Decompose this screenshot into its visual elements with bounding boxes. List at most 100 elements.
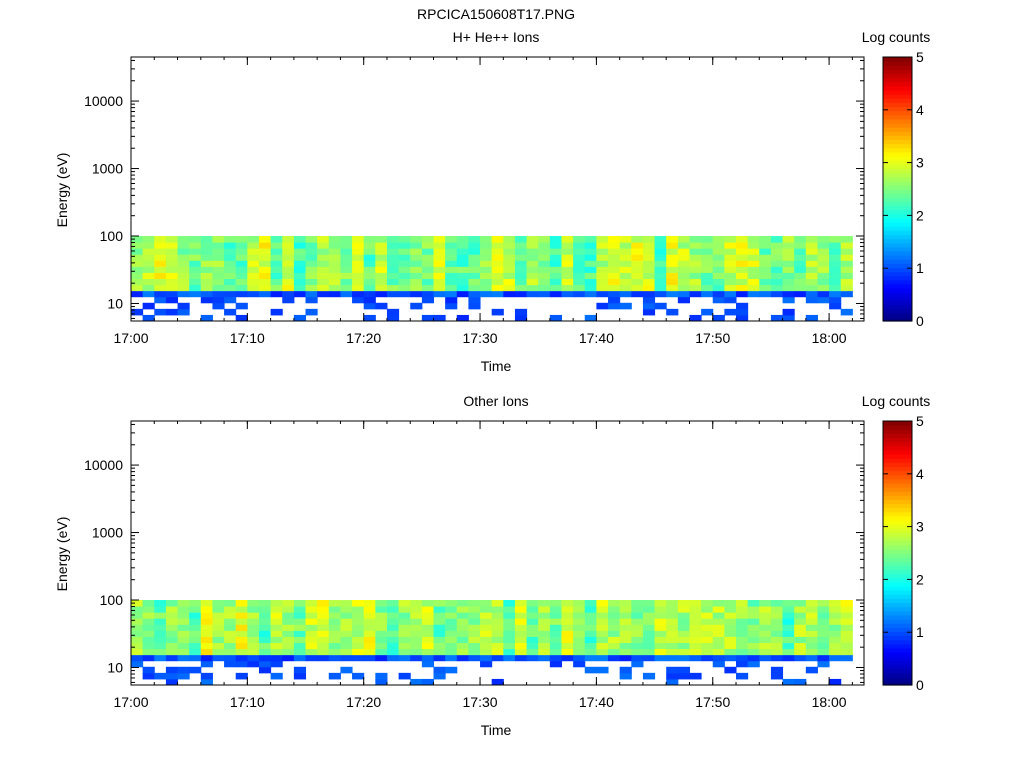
heatmap-cell [561, 654, 574, 662]
heatmap-cell [677, 242, 690, 249]
heatmap-cell [677, 672, 690, 680]
heatmap-cell [258, 278, 272, 286]
colorbar-segment [883, 127, 912, 132]
heatmap-cell [293, 284, 307, 292]
heatmap-cell [421, 272, 435, 280]
heatmap-cell [701, 308, 714, 316]
heatmap-cell [759, 654, 772, 662]
heatmap-cell [829, 242, 842, 249]
heatmap-cell [212, 606, 225, 613]
heatmap-cell [375, 266, 388, 273]
heatmap-cell [189, 600, 202, 607]
heatmap-cell [736, 266, 749, 273]
heatmap-cell [829, 606, 842, 613]
heatmap-cell [573, 248, 586, 255]
heatmap-cell [514, 308, 528, 316]
heatmap-cell [805, 624, 818, 631]
heatmap-cell [584, 236, 597, 243]
heatmap-cell [770, 600, 784, 607]
heatmap-cell [340, 284, 353, 292]
heatmap-cell [538, 600, 551, 607]
heatmap-cell [340, 260, 353, 267]
heatmap-cell [363, 600, 376, 607]
heatmap-cell [468, 630, 481, 637]
heatmap-cell [363, 648, 376, 656]
colorbar-segment [883, 209, 912, 215]
heatmap-cell [608, 654, 621, 662]
heatmap-cell [689, 654, 702, 662]
colorbar-segment [883, 106, 912, 112]
heatmap-cell [317, 630, 330, 637]
heatmap-cell [712, 660, 725, 668]
heatmap-cell [142, 636, 155, 644]
heatmap-cell [666, 618, 679, 625]
heatmap-cell [189, 254, 202, 261]
heatmap-cell [352, 248, 365, 255]
heatmap-cell [770, 278, 784, 286]
heatmap-cell [177, 630, 190, 637]
colorbar-segment [883, 312, 912, 318]
heatmap-cell [596, 260, 609, 267]
heatmap-cell [596, 636, 609, 644]
heatmap-cell [224, 642, 237, 650]
x-tick-label: 17:30 [463, 694, 498, 710]
heatmap-cell [293, 630, 307, 637]
heatmap-cell [456, 266, 469, 273]
heatmap-cell [445, 272, 458, 280]
heatmap-cell [340, 630, 353, 637]
heatmap-cell [747, 272, 760, 280]
heatmap-cells [131, 600, 853, 686]
heatmap-cell [677, 290, 690, 298]
heatmap-cell [247, 660, 260, 668]
heatmap-cell [712, 314, 725, 322]
heatmap-cell [724, 648, 737, 656]
heatmap-cell [131, 260, 144, 267]
heatmap-cell [770, 666, 784, 674]
heatmap-cell [817, 296, 830, 304]
heatmap-cell [596, 666, 609, 674]
heatmap-cell [258, 636, 272, 644]
colorbar-segment [883, 242, 912, 248]
heatmap-cell [421, 248, 435, 255]
heatmap-cell [503, 290, 516, 298]
heatmap-cell [235, 266, 248, 273]
heatmap-cell [154, 606, 167, 613]
heatmap-cell [736, 636, 749, 644]
heatmap-cell [491, 648, 504, 656]
heatmap-cell [258, 236, 272, 243]
heatmap-cell [200, 648, 213, 656]
heatmap-cell [642, 654, 656, 662]
heatmap-cell [817, 248, 830, 255]
heatmap-cell [200, 618, 213, 625]
heatmap-cell [491, 260, 504, 267]
heatmap-cell [538, 254, 551, 261]
colorbar-segment [883, 458, 912, 463]
heatmap-cell [317, 624, 330, 631]
heatmap-cell [456, 254, 469, 261]
heatmap-cell [165, 624, 179, 631]
heatmap-cell [235, 302, 248, 310]
heatmap-cell [480, 618, 493, 625]
heatmap-cell [421, 606, 435, 613]
heatmap-cell [747, 624, 760, 631]
heatmap-cell [794, 600, 807, 607]
heatmap-cell [235, 290, 248, 298]
heatmap-cell [829, 278, 842, 286]
heatmap-cell [794, 612, 807, 619]
heatmap-cell [317, 254, 330, 261]
heatmap-cell [491, 606, 504, 613]
heatmap-cell [805, 630, 818, 637]
heatmap-cell [177, 654, 190, 662]
colorbar-segment [883, 222, 912, 227]
heatmap-cell [526, 618, 539, 625]
heatmap-cell [305, 600, 318, 607]
heatmap-cell [770, 618, 784, 625]
heatmap-cell [270, 242, 283, 249]
heatmap-cell [840, 612, 853, 619]
heatmap-cell [654, 612, 667, 619]
axes: 17:00 17:10 17:20 17:30 17:40 17:50 18:0010100… [84, 57, 864, 346]
heatmap-cell [840, 248, 853, 255]
heatmap-cell [503, 266, 516, 273]
heatmap-cell [805, 284, 818, 292]
heatmap-cell [375, 272, 388, 280]
